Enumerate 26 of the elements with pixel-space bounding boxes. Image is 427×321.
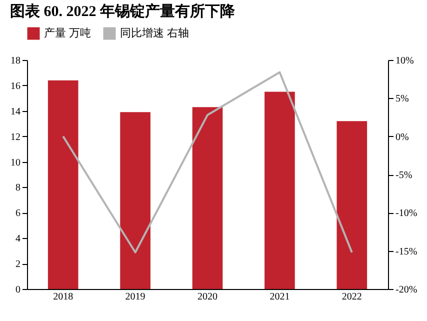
- x-tick-label: 2019: [125, 292, 146, 302]
- line-series: [62, 71, 353, 254]
- chart-title: 图表 60. 2022 年锡锭产量有所下降: [10, 3, 236, 20]
- y2-tick-label: 10%: [396, 56, 414, 66]
- x-tick-label: 2022: [342, 292, 362, 302]
- y2-tick-label: -10%: [396, 208, 418, 220]
- x-tick-label: 2021: [270, 292, 290, 302]
- y2-tick-label: -15%: [396, 246, 418, 258]
- x-tick-label: 2020: [198, 292, 218, 302]
- y-tick-label: 14: [10, 106, 20, 118]
- x-tick-label: 2018: [53, 292, 74, 302]
- y2-tick-label: 5%: [396, 94, 409, 105]
- y-tick-label: 12: [10, 132, 20, 143]
- y2-tick-label: 0%: [396, 132, 409, 143]
- y-tick-label: 18: [10, 56, 20, 66]
- y-tick-label: 0: [16, 284, 20, 296]
- y2-tick-label: -20%: [396, 284, 418, 296]
- legend-label: 同比增速 右轴: [120, 26, 189, 40]
- y-tick-label: 2: [16, 259, 20, 270]
- legend-label: 产量 万吨: [44, 26, 91, 40]
- y-tick-label: 8: [16, 182, 20, 194]
- y-tick-label: 10: [10, 157, 20, 168]
- y2-tick-label: -5%: [396, 170, 412, 181]
- y-tick-label: 16: [10, 80, 20, 92]
- y-tick-label: 4: [16, 234, 20, 245]
- y-tick-label: 6: [16, 208, 20, 220]
